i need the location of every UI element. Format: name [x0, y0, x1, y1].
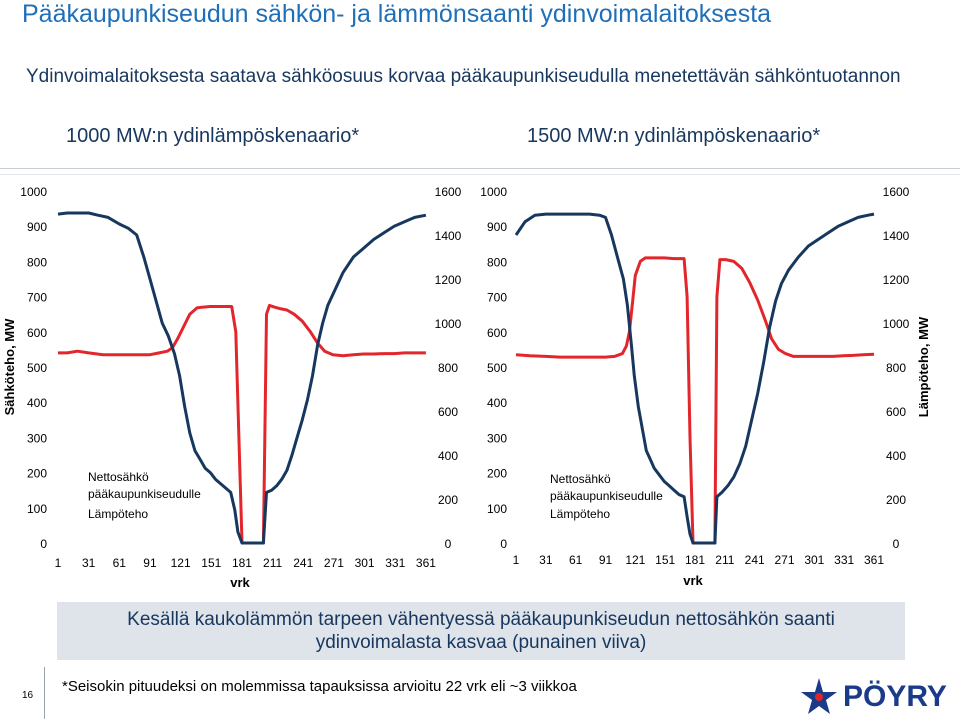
legend-label-lampoteho: Lämpöteho	[88, 507, 148, 521]
y2-tick-label: 600	[438, 405, 458, 419]
x-tick-label: 61	[569, 553, 583, 567]
header-divider-secondary	[0, 174, 960, 175]
y2-tick-label: 800	[438, 361, 458, 375]
x-tick-label: 211	[263, 556, 282, 570]
y-tick-label: 700	[27, 291, 47, 305]
poyry-logo-icon	[801, 678, 837, 714]
x-tick-label: 31	[539, 553, 553, 567]
y2-tick-label: 600	[886, 405, 906, 419]
y-tick-label: 300	[27, 431, 47, 445]
y-tick-label: 900	[27, 220, 47, 234]
y2-tick-label: 1000	[435, 317, 462, 331]
x-tick-label: 301	[804, 553, 824, 567]
y2-tick-label: 1200	[883, 273, 910, 287]
y-tick-label: 400	[487, 396, 507, 410]
summary-note: Kesällä kaukolämmön tarpeen vähentyessä …	[57, 602, 905, 660]
y-tick-label: 200	[27, 467, 47, 481]
summary-note-line-1: Kesällä kaukolämmön tarpeen vähentyessä …	[127, 609, 835, 630]
y2-tick-label: 200	[886, 493, 906, 507]
x-tick-label: 271	[775, 553, 795, 567]
x-tick-label: 31	[82, 556, 96, 570]
x-tick-label: 151	[201, 556, 221, 570]
y-tick-label: 100	[27, 502, 47, 516]
y2-tick-label: 1200	[435, 273, 462, 287]
legend-label-nettosahko: Nettosähkö pääkaupunkiseudulle	[88, 470, 201, 501]
y2-tick-label: 800	[886, 361, 906, 375]
series-line-lampoteho	[57, 211, 427, 545]
y-tick-label: 500	[487, 361, 507, 375]
x-tick-label: 1	[55, 556, 62, 570]
y-tick-label: 800	[487, 255, 507, 269]
chart-title-right: 1500 MW:n ydinlämpöskenaario*	[527, 125, 821, 147]
y2-axis-title: Lämpöteho, MW	[916, 316, 931, 417]
x-tick-label: 331	[834, 553, 854, 567]
y2-tick-label: 400	[438, 449, 458, 463]
x-tick-label: 151	[655, 553, 675, 567]
x-tick-label: 91	[599, 553, 613, 567]
poyry-logo-text: PÖYRY	[843, 680, 947, 713]
x-axis-title: vrk	[230, 575, 250, 590]
y2-tick-label: 1600	[883, 185, 910, 199]
page-subtitle: Ydinvoimalaitoksesta saatava sähköosuus …	[26, 66, 901, 87]
legend-label-nettosahko: Nettosähkö pääkaupunkiseudulle	[550, 472, 663, 503]
x-tick-label: 271	[324, 556, 344, 570]
y-tick-label: 600	[487, 326, 507, 340]
x-tick-label: 211	[715, 553, 734, 567]
y-tick-label: 1000	[20, 185, 47, 199]
y-tick-label: 0	[40, 537, 47, 551]
x-tick-label: 91	[143, 556, 157, 570]
x-tick-label: 331	[385, 556, 405, 570]
x-tick-label: 181	[685, 553, 705, 567]
x-tick-label: 61	[113, 556, 127, 570]
x-tick-label: 121	[625, 553, 645, 567]
series-line-lampoteho	[514, 212, 875, 545]
y-tick-label: 0	[500, 537, 507, 551]
legend-label-lampoteho: Lämpöteho	[550, 507, 610, 521]
header-divider	[0, 168, 960, 169]
y-tick-label: 100	[487, 502, 507, 516]
summary-note-line-2: ydinvoimalasta kasvaa (punainen viiva)	[315, 632, 647, 653]
y-axis-title: Sähköteho, MW	[2, 318, 17, 416]
y-tick-label: 900	[487, 220, 507, 234]
y2-tick-label: 1600	[435, 185, 462, 199]
y2-tick-label: 400	[886, 449, 906, 463]
y-tick-label: 400	[27, 396, 47, 410]
y-tick-label: 700	[487, 291, 507, 305]
y-tick-label: 300	[487, 431, 507, 445]
y2-tick-label: 1400	[435, 229, 462, 243]
page-number: 16	[22, 690, 34, 701]
poyry-logo: PÖYRY	[797, 676, 957, 716]
y-tick-label: 200	[487, 467, 507, 481]
page-title: Pääkaupunkiseudun sähkön- ja lämmönsaant…	[22, 0, 772, 28]
y2-tick-label: 1400	[883, 229, 910, 243]
x-tick-label: 361	[864, 553, 884, 567]
x-tick-label: 181	[232, 556, 252, 570]
chart-title-left: 1000 MW:n ydinlämpöskenaario*	[66, 125, 360, 147]
footnote: *Seisokin pituudeksi on molemmissa tapau…	[62, 678, 577, 695]
y-tick-label: 600	[27, 326, 47, 340]
footer-divider	[44, 667, 45, 719]
y2-tick-label: 0	[893, 537, 900, 551]
x-tick-label: 361	[416, 556, 436, 570]
y2-tick-label: 200	[438, 493, 458, 507]
y-tick-label: 800	[27, 255, 47, 269]
x-axis-title: vrk	[683, 573, 703, 588]
x-tick-label: 301	[355, 556, 375, 570]
x-tick-label: 1	[513, 553, 520, 567]
y2-tick-label: 0	[445, 537, 452, 551]
x-tick-label: 241	[293, 556, 313, 570]
x-tick-label: 121	[171, 556, 191, 570]
x-tick-label: 241	[745, 553, 765, 567]
y-tick-label: 1000	[480, 185, 507, 199]
chart-panel-right: 0 100 200 300 400 500 600 700 800 900 1000 0 200 400 6…	[480, 185, 931, 588]
y-tick-label: 500	[27, 361, 47, 375]
chart-panel-left: 0 100 200 300 400 500 600 700 800 900 1000 0 200 400 6…	[2, 185, 462, 590]
charts-canvas: 0100200300400500600700800900100002004006…	[2, 185, 931, 590]
y2-tick-label: 1000	[883, 317, 910, 331]
